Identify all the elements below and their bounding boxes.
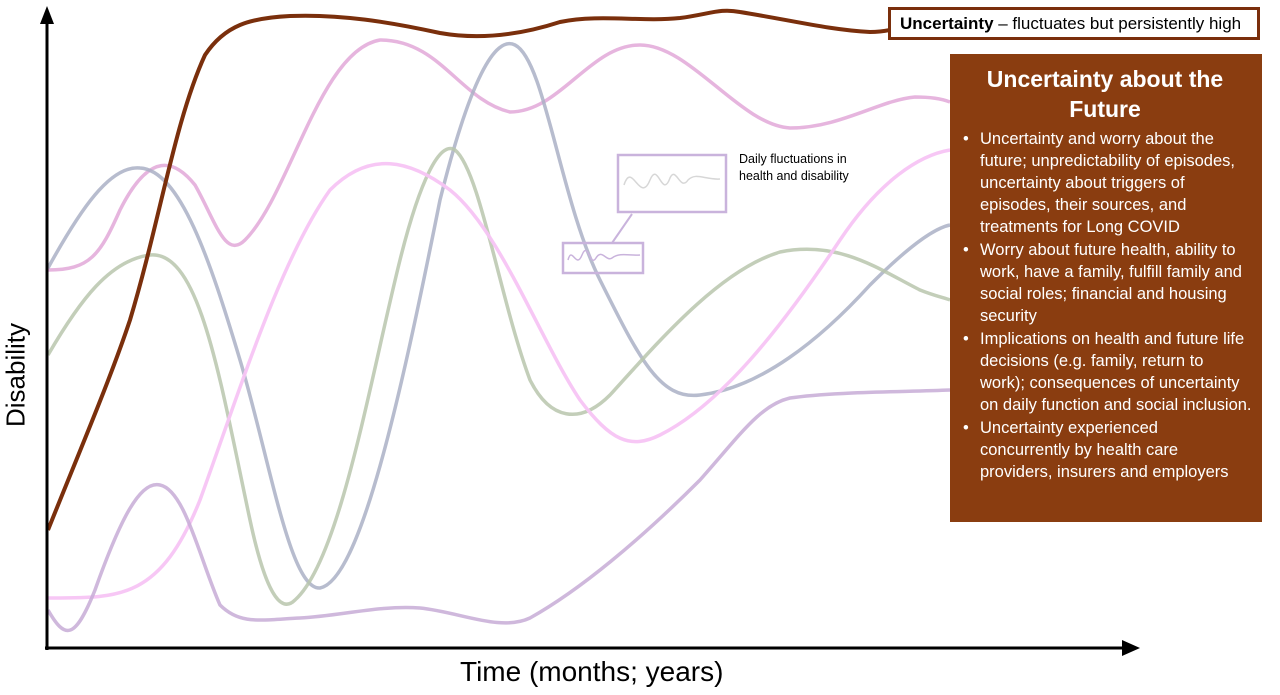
legend-description: – fluctuates but persistently high [993, 14, 1242, 33]
info-box-list: Uncertainty and worry about the future; … [958, 128, 1252, 483]
info-bullet: Uncertainty and worry about the future; … [958, 128, 1252, 238]
inset-note: Daily fluctuations in health and disabil… [739, 152, 849, 183]
trajectory-curve-light-pink [47, 148, 951, 600]
inset-large-squiggle [623, 173, 721, 189]
info-bullet: Worry about future health, ability to wo… [958, 239, 1252, 327]
trajectory-curve-pink [47, 38, 951, 272]
trajectory-curve-purple [46, 388, 951, 633]
uncertainty-line [46, 8, 891, 531]
info-bullet: Uncertainty experienced concurrently by … [958, 417, 1252, 483]
trajectory-curve-blue [46, 41, 951, 590]
inset-small-box [561, 241, 645, 275]
x-axis-label: Time (months; years) [460, 656, 724, 687]
x-axis-arrowhead [1122, 640, 1140, 656]
info-box-title: Uncertainty about the Future [986, 66, 1224, 122]
inset-small-squiggle [567, 249, 641, 261]
y-axis-label: Disability [0, 322, 31, 428]
inset-connector-line [611, 213, 633, 244]
info-bullet: Implications on health and future life d… [958, 328, 1252, 416]
y-axis-arrowhead [40, 6, 54, 24]
inset-large-box [616, 153, 728, 214]
trajectory-curve-green [46, 146, 951, 606]
info-box: Uncertainty about the Future Uncertainty… [950, 54, 1262, 522]
legend-term: Uncertainty [900, 14, 994, 33]
uncertainty-legend: Uncertainty – fluctuates but persistentl… [888, 7, 1260, 40]
